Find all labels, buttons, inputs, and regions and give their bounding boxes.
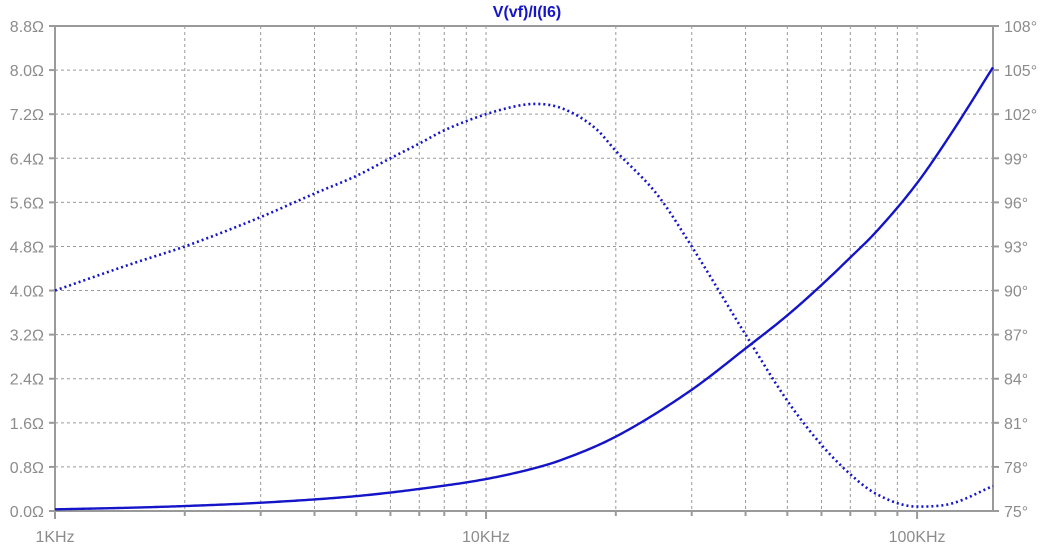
y-right-tick-label: 90° (1004, 284, 1028, 301)
y-right-tick-label: 81° (1004, 416, 1028, 433)
y-right-tick-label: 87° (1004, 328, 1028, 345)
y-right-tick-label: 75° (1004, 504, 1028, 521)
series-magnitude-line (54, 66, 995, 511)
y-right-tick-label: 102° (1004, 107, 1037, 124)
x-axis: 1KHz 10KHz 100KHz (35, 511, 946, 546)
series-group (54, 66, 995, 511)
series-phase-line (54, 102, 994, 508)
plot-frame (54, 25, 994, 512)
y-right-tick-label: 93° (1004, 239, 1028, 256)
y-axis-right: 75° 78° 81° 84° 87° 90° 93° 96° 99° 102° 105° 108° (993, 19, 1037, 521)
x-tick-label: 100KHz (889, 529, 946, 546)
x-tick-label: 10KHz (462, 529, 510, 546)
x-tick-label: 1KHz (35, 529, 74, 546)
y-left-tick-label: 7.2Ω (10, 107, 44, 124)
y-right-tick-label: 99° (1004, 151, 1028, 168)
y-left-tick-label: 8.8Ω (10, 19, 44, 36)
y-left-tick-label: 5.6Ω (10, 195, 44, 212)
y-left-tick-label: 4.8Ω (10, 239, 44, 256)
y-right-tick-label: 108° (1004, 19, 1037, 36)
y-left-tick-label: 0.0Ω (10, 504, 44, 521)
y-right-tick-label: 78° (1004, 460, 1028, 477)
y-left-tick-label: 6.4Ω (10, 151, 44, 168)
chart-title: V(vf)/I(I6) (493, 4, 561, 21)
y-left-tick-label: 4.0Ω (10, 284, 44, 301)
y-left-tick-label: 3.2Ω (10, 328, 44, 345)
y-left-tick-label: 0.8Ω (10, 460, 44, 477)
y-axis-left: 0.0Ω 0.8Ω 1.6Ω 2.4Ω 3.2Ω 4.0Ω 4.8Ω 5.6Ω 6.4Ω 7.2Ω… (10, 19, 55, 521)
y-left-tick-label: 2.4Ω (10, 372, 44, 389)
y-right-tick-label: 84° (1004, 372, 1028, 389)
y-left-tick-label: 1.6Ω (10, 416, 44, 433)
y-left-tick-label: 8.0Ω (10, 63, 44, 80)
grid (55, 26, 993, 511)
y-right-tick-label: 105° (1004, 63, 1037, 80)
y-right-tick-label: 96° (1004, 195, 1028, 212)
